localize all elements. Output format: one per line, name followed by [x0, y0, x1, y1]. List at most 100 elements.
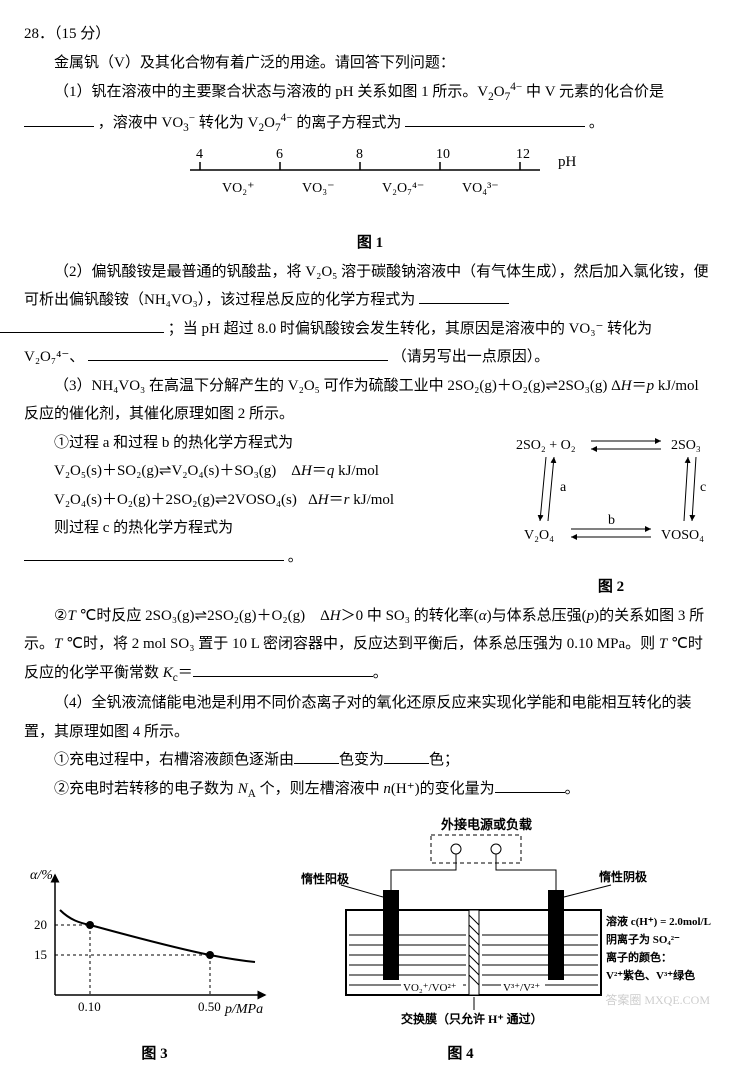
q2i: ＝	[178, 665, 193, 681]
fig3-svg: α/% p/MPa 2015 0.100.50	[30, 865, 280, 1025]
fig4-membrane	[469, 910, 479, 995]
fig3-xlabel: p/MPa	[224, 1002, 263, 1017]
p1-seg-f: 。	[589, 115, 604, 131]
blank-p2-reason	[88, 345, 388, 361]
fig1-ph-label: pH	[558, 154, 577, 170]
figure-4: 外接电源或负载	[301, 815, 711, 1068]
blank-ion-eq	[405, 111, 585, 127]
fig2-a-arr2	[548, 457, 554, 521]
fig4-cathode	[548, 890, 564, 980]
fig4-liq-r	[482, 935, 598, 985]
fig4-svg: 外接电源或负载	[301, 815, 711, 1025]
p4q2b: 个，则左槽溶液中	[256, 781, 384, 797]
eq-a-val: kJ/mol	[334, 463, 379, 479]
q2b: ℃时反应 2SO₃(g)	[76, 608, 195, 624]
fig4-side2: 阴离子为 SO₄²⁻	[606, 932, 680, 946]
eq-b-l: V₂O₄(s)＋O₂(g)＋2SO₂(g)	[54, 492, 215, 508]
q2g: ℃时，将 2 mol SO₃ 置于 10 L 密闭容器中，反应达到平衡后，体系总…	[62, 636, 659, 652]
eq-a-dh: Δ	[291, 463, 301, 479]
svg-text:0.10: 0.10	[78, 999, 101, 1014]
question-number: 28．（15 分）	[24, 20, 716, 49]
fig4-side1: 溶液 c(H⁺) = 2.0mol/L	[606, 914, 711, 928]
blank-p2-eq1	[419, 288, 509, 304]
svg-text:0.50: 0.50	[198, 999, 221, 1014]
q2c: 2SO₂(g)＋O₂(g) Δ	[207, 608, 330, 624]
fig2-botr: VOSO₄	[661, 528, 704, 543]
fig3-curve	[60, 910, 255, 962]
eq-b-dh: Δ	[308, 492, 318, 508]
fig4-term1	[451, 844, 461, 854]
blank-nh	[495, 777, 565, 793]
fig4-side3: 离子的颜色：	[606, 950, 672, 964]
p1-seg-b: 中 V 元素的化合价是	[526, 84, 664, 100]
fig2-c-arr1	[684, 457, 688, 521]
fig1-caption: 图 1	[24, 229, 716, 258]
fig4-wire-r	[496, 854, 556, 890]
fig4-powerbox	[431, 835, 521, 863]
p1-seg-e: 的离子方程式为	[296, 115, 401, 131]
p3-tail-end: 。	[288, 549, 303, 565]
eq-a-l: V₂O₅(s)＋SO₂(g)	[54, 463, 159, 479]
fig2-caption: 图 2	[506, 573, 716, 602]
blank-p2-eq2	[0, 317, 164, 333]
svg-text:12: 12	[516, 147, 530, 162]
p4q2d: 。	[565, 781, 580, 797]
p1-seg-d: 转化为 V	[199, 115, 259, 131]
fig4-liq-l	[349, 935, 466, 985]
fig4-cathode-line	[564, 885, 611, 897]
figure-3: α/% p/MPa 2015 0.100.50 图 3	[30, 865, 280, 1068]
blank-process-c	[24, 545, 284, 561]
q2j: 。	[373, 665, 388, 681]
fig4-term2	[491, 844, 501, 854]
fig2-b: b	[608, 513, 615, 528]
p3-lead-b: 2SO₃(g) Δ	[558, 378, 621, 394]
p3-tail: 则过程 c 的热化学方程式为	[54, 520, 233, 536]
eq-b-r: 2VOSO₄(s)	[227, 492, 296, 508]
svg-text:6: 6	[276, 147, 283, 162]
svg-text:V₂O₇⁴⁻: V₂O₇⁴⁻	[382, 181, 424, 196]
blank-color2	[384, 748, 429, 764]
fig2-c-arr2	[692, 457, 696, 521]
blank-kc	[193, 661, 373, 677]
fig2-a: a	[560, 480, 567, 495]
p2-seg-a: （2）偏钒酸铵是最普通的钒酸盐，将 V₂O₅ 溶于碳酸钠溶液中（有气体生成），然…	[24, 264, 709, 309]
p3-eq-a: V₂O₅(s)＋SO₂(g)⇌V₂O₄(s)＋SO₃(g) ΔH＝q kJ/mo…	[24, 457, 496, 486]
fig2-topl: 2SO₂ + O₂	[516, 438, 576, 453]
svg-text:8: 8	[356, 147, 363, 162]
fig2-svg: 2SO₂ + O₂ 2SO₃ V₂O₄ VOSO₄ a b c	[506, 429, 716, 559]
p3-q1-tail: 则过程 c 的热化学方程式为 。	[24, 514, 496, 571]
figure-1: 4681012 pH VO₂⁺VO₃⁻V₂O₇⁴⁻VO₄³⁻ 图 1	[24, 140, 716, 258]
fig4-anode	[383, 890, 399, 980]
p1-seg-a: （1）钒在溶液中的主要聚合状态与溶液的 pH 关系如图 1 所示。V	[54, 84, 488, 100]
q2a: ②	[54, 608, 67, 624]
svg-text:20: 20	[34, 917, 47, 932]
part2-text: （2）偏钒酸铵是最普通的钒酸盐，将 V₂O₅ 溶于碳酸钠溶液中（有气体生成），然…	[24, 258, 716, 372]
svg-text:VO₃⁻: VO₃⁻	[302, 181, 335, 196]
fig2-a-arr1	[540, 457, 546, 521]
p3-q1-intro: ①过程 a 和过程 b 的热化学方程式为	[24, 429, 496, 458]
p3-eq-b: V₂O₄(s)＋O₂(g)＋2SO₂(g)⇌2VOSO₄(s) ΔH＝r kJ/…	[24, 486, 496, 515]
fig3-ylabel: α/%	[30, 868, 53, 883]
fig2-botl: V₂O₄	[524, 528, 554, 543]
fig4-side4: V²⁺紫色、V³⁺绿色	[606, 968, 695, 982]
svg-text:VO₂⁺: VO₂⁺	[222, 181, 255, 196]
part3-row: ①过程 a 和过程 b 的热化学方程式为 V₂O₅(s)＋SO₂(g)⇌V₂O₄…	[24, 429, 716, 602]
figure-2: 2SO₂ + O₂ 2SO₃ V₂O₄ VOSO₄ a b c	[506, 429, 716, 602]
fig4-anode-label: 惰性阳极	[301, 871, 350, 886]
p4-q1: ①充电过程中，右槽溶液颜色逐渐由色变为色；	[24, 746, 716, 775]
svg-text:4: 4	[196, 147, 203, 162]
fig4-wire-l	[391, 854, 456, 890]
part3-left: ①过程 a 和过程 b 的热化学方程式为 V₂O₅(s)＋SO₂(g)⇌V₂O₄…	[24, 429, 496, 572]
p3-lead-a: （3）NH₄VO₃ 在高温下分解产生的 V₂O₅ 可作为硫酸工业中 2SO₂(g…	[54, 378, 545, 394]
part3-lead: （3）NH₄VO₃ 在高温下分解产生的 V₂O₅ 可作为硫酸工业中 2SO₂(g…	[24, 372, 716, 429]
q2d: ＞0 中 SO₃ 的转化率(	[341, 608, 479, 624]
p4q1b: 色变为	[339, 752, 384, 768]
fig4-membrane-label: 交换膜（只允许 H⁺ 通过）	[401, 1011, 543, 1025]
p2-seg-c: （请另写出一点原因）。	[392, 349, 550, 365]
fig-row: α/% p/MPa 2015 0.100.50 图 3 外接电源或负载	[24, 815, 716, 1068]
blank-color1	[294, 748, 339, 764]
fig4-cathode-label: 惰性阴极	[599, 869, 648, 884]
p4q2a: ②充电时若转移的电子数为	[54, 781, 238, 797]
fig4-rightcell: V³⁺/V²⁺	[503, 982, 540, 994]
p4-q2: ②充电时若转移的电子数为 NA 个，则左槽溶液中 n(H⁺)的变化量为。	[24, 775, 716, 805]
